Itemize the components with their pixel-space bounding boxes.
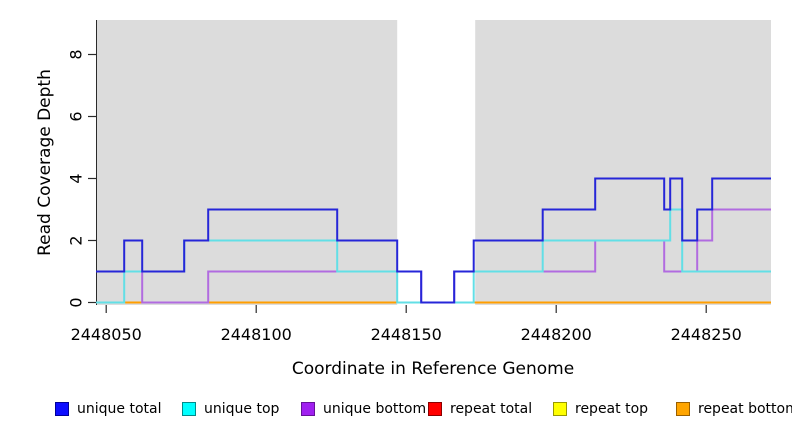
x-axis-tick-label: 2448100 <box>221 325 292 344</box>
legend-item-repeat-total: repeat total <box>428 400 533 417</box>
legend-swatch-repeat-total <box>428 401 442 416</box>
x-axis-tick-label: 2448150 <box>371 325 442 344</box>
legend-swatch-repeat-top <box>553 401 567 416</box>
legend-swatch-repeat-bottom <box>676 401 690 416</box>
y-axis-tick-label: 8 <box>67 49 86 59</box>
x-axis-tick-label: 2448250 <box>671 325 742 344</box>
x-axis-tick-label: 2448200 <box>521 325 592 344</box>
masked-region <box>397 20 476 305</box>
legend-swatch-unique-total <box>55 401 69 416</box>
legend-item-repeat-top: repeat top <box>553 400 649 417</box>
legend-label-repeat-total: repeat total <box>450 400 533 417</box>
legend-label-unique-total: unique total <box>77 400 162 417</box>
x-axis-tick-label: 2448050 <box>71 325 142 344</box>
series-unique-total <box>96 177 771 304</box>
legend-label-unique-top: unique top <box>204 400 280 417</box>
x-axis-title: Coordinate in Reference Genome <box>292 359 574 379</box>
legend-item-unique-bottom: unique bottom <box>301 400 427 417</box>
y-axis-tick-label: 4 <box>67 173 86 183</box>
y-axis-title: Read Coverage Depth <box>35 69 55 256</box>
coverage-chart: 2448050 2448100 2448150 2448200 2448250 0 2 4 6 8… <box>35 20 771 379</box>
legend-item-repeat-bottom: repeat bottom <box>676 400 792 417</box>
y-axis-tick-label: 6 <box>67 111 86 121</box>
legend-swatch-unique-top <box>182 401 196 416</box>
legend-label-repeat-top: repeat top <box>575 400 649 417</box>
legend-swatch-unique-bottom <box>301 401 315 416</box>
legend-label-unique-bottom: unique bottom <box>323 400 427 417</box>
y-axis-tick-label: 2 <box>67 235 86 245</box>
y-axis-tick-label: 0 <box>67 297 86 307</box>
legend-label-repeat-bottom: repeat bottom <box>698 400 792 417</box>
legend-item-unique-total: unique total <box>55 400 162 417</box>
legend-item-unique-top: unique top <box>182 400 280 417</box>
